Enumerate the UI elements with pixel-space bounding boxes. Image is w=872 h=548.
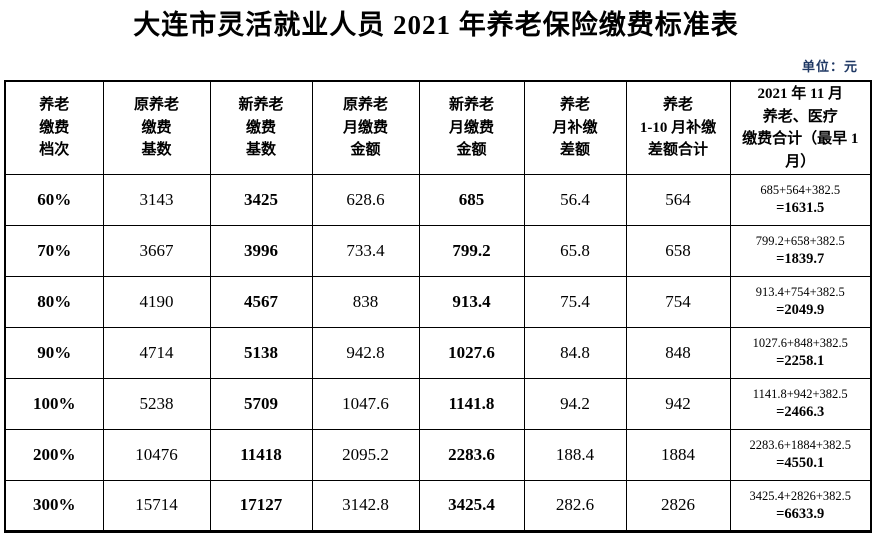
unit-label: 单位：元: [801, 59, 858, 75]
cell-monthly-diff: 75.4: [523, 275, 627, 328]
total-expression: 3425.4+2826+382.5: [749, 488, 852, 503]
cell-new-base: 4567: [209, 275, 313, 328]
cell-diff-total: 2826: [625, 479, 731, 532]
cell-grand-total: 913.4+754+382.5 =2049.9: [729, 275, 872, 328]
cell-monthly-diff: 56.4: [523, 173, 627, 226]
cell-new-monthly: 685: [418, 173, 525, 226]
table-row: 200% 10476 11418 2095.2 2283.6 188.4 1884 2283.…: [4, 428, 872, 481]
column-header-tier: 养老 缴费 档次: [4, 80, 104, 175]
cell-grand-total: 799.2+658+382.5 =1839.7: [729, 224, 872, 277]
column-header-old-base: 原养老 缴费 基数: [102, 80, 211, 175]
cell-new-base: 3425: [209, 173, 313, 226]
cell-new-monthly: 3425.4: [418, 479, 525, 532]
cell-tier: 90%: [4, 326, 104, 379]
column-header-old-monthly: 原养老 月缴费 金额: [311, 80, 420, 175]
cell-new-base: 5138: [209, 326, 313, 379]
total-value: =6633.9: [776, 505, 825, 522]
cell-old-monthly: 3142.8: [311, 479, 420, 532]
total-value: =2258.1: [776, 353, 825, 370]
cell-new-monthly: 799.2: [418, 224, 525, 277]
cell-old-monthly: 942.8: [311, 326, 420, 379]
cell-grand-total: 2283.6+1884+382.5 =4550.1: [729, 428, 872, 481]
total-value: =2049.9: [776, 302, 825, 319]
cell-old-monthly: 733.4: [311, 224, 420, 277]
cell-old-base: 5238: [102, 377, 211, 430]
cell-diff-total: 564: [625, 173, 731, 226]
cell-tier: 100%: [4, 377, 104, 430]
cell-old-base: 3667: [102, 224, 211, 277]
column-header-new-base: 新养老 缴费 基数: [209, 80, 313, 175]
cell-old-monthly: 838: [311, 275, 420, 328]
cell-monthly-diff: 94.2: [523, 377, 627, 430]
cell-old-base: 3143: [102, 173, 211, 226]
cell-new-monthly: 1027.6: [418, 326, 525, 379]
table-row: 90% 4714 5138 942.8 1027.6 84.8 848 1027.6+848+…: [4, 326, 872, 379]
total-expression: 913.4+754+382.5: [755, 285, 845, 300]
cell-old-base: 15714: [102, 479, 211, 532]
cell-monthly-diff: 65.8: [523, 224, 627, 277]
table-row: 300% 15714 17127 3142.8 3425.4 282.6 2826 3425.…: [4, 479, 872, 532]
total-value: =4550.1: [776, 455, 825, 472]
cell-tier: 200%: [4, 428, 104, 481]
table-row: 70% 3667 3996 733.4 799.2 65.8 658 799.2+658+38…: [4, 224, 872, 277]
cell-diff-total: 942: [625, 377, 731, 430]
cell-diff-total: 754: [625, 275, 731, 328]
cell-tier: 300%: [4, 479, 104, 532]
total-value: =1839.7: [776, 251, 825, 268]
cell-diff-total: 848: [625, 326, 731, 379]
cell-monthly-diff: 282.6: [523, 479, 627, 532]
cell-grand-total: 685+564+382.5 =1631.5: [729, 173, 872, 226]
cell-new-monthly: 913.4: [418, 275, 525, 328]
cell-grand-total: 1141.8+942+382.5 =2466.3: [729, 377, 872, 430]
total-value: =2466.3: [776, 404, 825, 421]
document-title: 大连市灵活就业人员 2021 年养老保险缴费标准表: [133, 10, 739, 40]
column-header-monthly-diff: 养老 月补缴 差额: [523, 80, 627, 175]
cell-new-base: 11418: [209, 428, 313, 481]
payment-standard-table: 养老 缴费 档次 原养老 缴费 基数 新养老 缴费 基数 原养老 月缴费 金额 新养老 …: [4, 80, 872, 533]
cell-old-monthly: 628.6: [311, 173, 420, 226]
table-row: 80% 4190 4567 838 913.4 75.4 754 913.4+754+382.…: [4, 275, 872, 328]
total-expression: 2283.6+1884+382.5: [749, 438, 852, 453]
cell-new-monthly: 1141.8: [418, 377, 525, 430]
total-value: =1631.5: [776, 200, 825, 217]
total-expression: 685+564+382.5: [760, 183, 841, 198]
total-expression: 1027.6+848+382.5: [752, 336, 848, 351]
cell-new-base: 5709: [209, 377, 313, 430]
cell-old-monthly: 2095.2: [311, 428, 420, 481]
cell-grand-total: 1027.6+848+382.5 =2258.1: [729, 326, 872, 379]
cell-new-base: 17127: [209, 479, 313, 532]
cell-tier: 80%: [4, 275, 104, 328]
column-header-grand-total: 2021 年 11 月 养老、医疗 缴费合计（最早 1 月）: [729, 80, 872, 175]
cell-grand-total: 3425.4+2826+382.5 =6633.9: [729, 479, 872, 532]
total-expression: 1141.8+942+382.5: [752, 387, 848, 402]
cell-old-base: 4714: [102, 326, 211, 379]
cell-monthly-diff: 188.4: [523, 428, 627, 481]
cell-old-base: 10476: [102, 428, 211, 481]
cell-tier: 70%: [4, 224, 104, 277]
table-body: 60% 3143 3425 628.6 685 56.4 564 685+564+382.5 =…: [4, 173, 872, 532]
table-header-row: 养老 缴费 档次 原养老 缴费 基数 新养老 缴费 基数 原养老 月缴费 金额 新养老 …: [4, 80, 872, 175]
column-header-diff-total: 养老 1-10 月补缴 差额合计: [625, 80, 731, 175]
cell-old-monthly: 1047.6: [311, 377, 420, 430]
cell-monthly-diff: 84.8: [523, 326, 627, 379]
cell-diff-total: 1884: [625, 428, 731, 481]
column-header-new-monthly: 新养老 月缴费 金额: [418, 80, 525, 175]
cell-new-base: 3996: [209, 224, 313, 277]
cell-tier: 60%: [4, 173, 104, 226]
cell-new-monthly: 2283.6: [418, 428, 525, 481]
table-row: 100% 5238 5709 1047.6 1141.8 94.2 942 1141.8+94…: [4, 377, 872, 430]
total-expression: 799.2+658+382.5: [755, 234, 845, 249]
cell-old-base: 4190: [102, 275, 211, 328]
table-row: 60% 3143 3425 628.6 685 56.4 564 685+564+382.5 =…: [4, 173, 872, 226]
cell-diff-total: 658: [625, 224, 731, 277]
